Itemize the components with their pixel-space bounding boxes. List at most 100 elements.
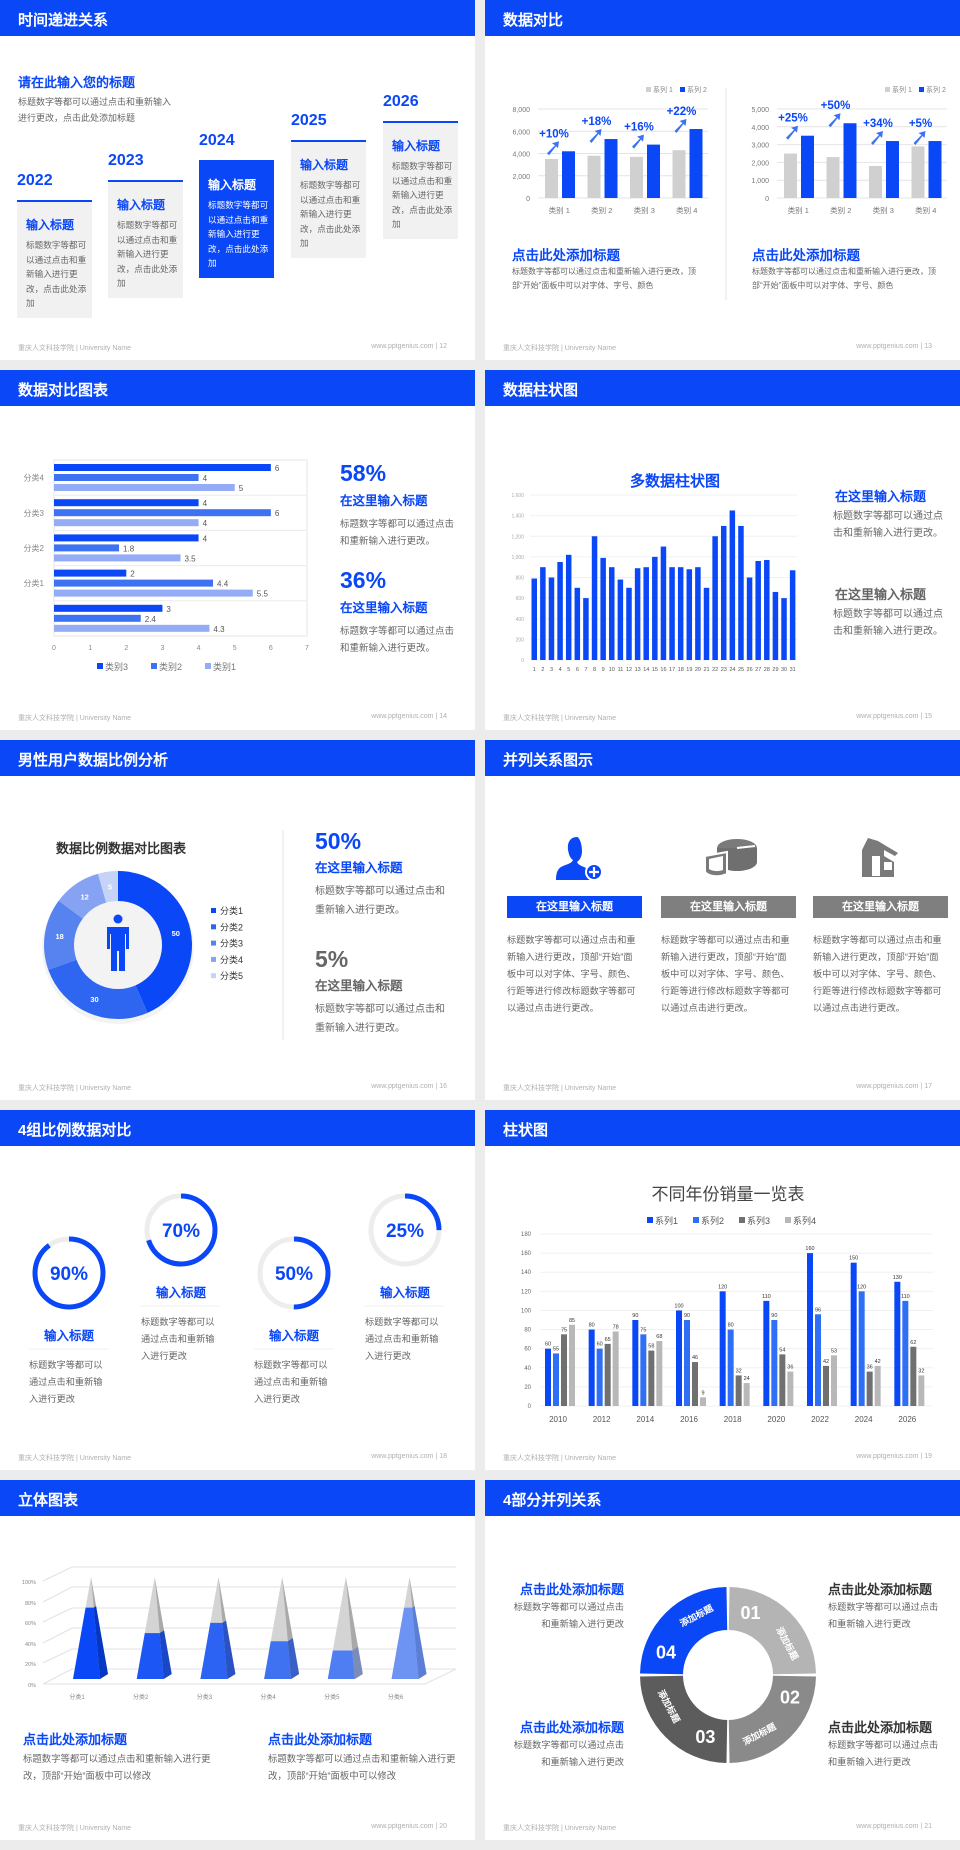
value-label: 65 bbox=[605, 1337, 611, 1343]
growth-label: +18% bbox=[582, 116, 612, 128]
y-tick-label: 1,000 bbox=[751, 178, 769, 185]
x-tick-label: 5 bbox=[567, 667, 570, 673]
value-label: 90 bbox=[684, 1313, 690, 1319]
gridline bbox=[42, 1648, 73, 1664]
x-tick-label: 31 bbox=[790, 667, 796, 673]
bar bbox=[600, 557, 606, 660]
footer-url: www.pptgenius.com bbox=[856, 343, 919, 350]
bar bbox=[743, 1383, 750, 1406]
user-add-icon bbox=[556, 837, 603, 881]
x-tick-label: 14 bbox=[643, 667, 649, 673]
step-card[interactable]: 输入标题 标题数字等都可以通过点击和重新输入进行更改，点击此处添加 bbox=[108, 180, 183, 298]
bar bbox=[720, 525, 727, 660]
x-tick-label: 2022 bbox=[811, 1415, 829, 1424]
legend-swatch bbox=[785, 1217, 791, 1223]
arrow-icon bbox=[913, 131, 926, 146]
y-tick-label: 80 bbox=[524, 1328, 531, 1334]
head bbox=[113, 914, 123, 924]
item-title-button[interactable]: 在这里输入标题 bbox=[661, 896, 796, 918]
value-label: 1.8 bbox=[123, 544, 135, 553]
value-label: 150 bbox=[849, 1256, 858, 1262]
pyramid-value-side bbox=[412, 1606, 427, 1679]
bar bbox=[735, 1375, 742, 1406]
step-title: 输入标题 bbox=[208, 178, 257, 192]
section-heading: 请在此输入您的标题 bbox=[18, 75, 136, 90]
multi-bar-chart: 多数据柱状图 0 200 400 600 800 1,000 1,200 1,400 1,600 1… bbox=[511, 472, 797, 673]
bar bbox=[54, 569, 127, 577]
y-tick-label: 4,000 bbox=[512, 152, 530, 159]
step-text: 标题数字等都可以通过点击和重新输入进行更改，点击此处添加 bbox=[300, 180, 361, 248]
footer-url: www.pptgenius.com bbox=[856, 1083, 919, 1090]
pyramid-value-side bbox=[222, 1620, 236, 1679]
ring-segment-01 bbox=[728, 1587, 816, 1675]
bar bbox=[656, 1341, 663, 1406]
pyramid-value bbox=[73, 1607, 100, 1679]
value-label: 24 bbox=[744, 1376, 750, 1382]
bar bbox=[652, 556, 658, 660]
bar bbox=[787, 1371, 794, 1406]
x-tick-label: 2020 bbox=[767, 1415, 785, 1424]
y-tick-label: 20 bbox=[524, 1385, 531, 1391]
item-title-button[interactable]: 在这里输入标题 bbox=[813, 896, 948, 918]
value-label: 4 bbox=[203, 499, 208, 508]
arrow-icon bbox=[632, 134, 644, 149]
block-heading: 点击此处添加标题 bbox=[268, 1732, 373, 1747]
bar bbox=[561, 1334, 567, 1406]
bar bbox=[643, 567, 649, 660]
bar bbox=[831, 1355, 837, 1406]
segment-number: 03 bbox=[695, 1727, 715, 1747]
step-card[interactable]: 输入标题 标题数字等都可以通过点击和重新输入进行更改，点击此处添加 bbox=[291, 140, 366, 258]
x-tick-label: 2026 bbox=[898, 1415, 916, 1424]
slide-header: 柱状图 bbox=[485, 1110, 960, 1146]
legend-swatch bbox=[885, 87, 890, 92]
step-card[interactable]: 输入标题 标题数字等都可以通过点击和重新输入进行更改，点击此处添加 bbox=[383, 121, 458, 239]
bar bbox=[727, 1329, 734, 1406]
stat-value: 58% bbox=[340, 460, 387, 486]
legend-swatch bbox=[211, 940, 216, 946]
legend-label: 系列2 bbox=[701, 1215, 724, 1226]
block-heading: 在这里输入标题 bbox=[835, 489, 927, 504]
slide-title: 4组比例数据对比 bbox=[18, 1122, 132, 1139]
legend-swatch bbox=[151, 663, 157, 669]
bar bbox=[553, 1353, 559, 1406]
x-tick-label: 9 bbox=[602, 667, 605, 673]
block-text: 标题数字等都可以通过点击和重新输入进行更改，顶部“开始”面板中可以对字体、字号、… bbox=[752, 267, 936, 290]
category-label: 分类1 bbox=[24, 578, 45, 588]
slide-title: 并列关系图示 bbox=[503, 752, 594, 769]
bar bbox=[703, 587, 710, 660]
category-label: 分类2 bbox=[24, 543, 45, 553]
bar bbox=[843, 123, 857, 198]
bar bbox=[719, 1291, 726, 1406]
page-number: 19 bbox=[924, 1453, 932, 1460]
ring-segment-02 bbox=[728, 1675, 816, 1763]
item-title-button[interactable]: 在这里输入标题 bbox=[507, 896, 642, 918]
bar bbox=[626, 587, 632, 660]
gauge-text: 标题数字等都可以通过点击和重新输入进行更改 bbox=[29, 1360, 103, 1404]
segment-number: 02 bbox=[780, 1688, 800, 1708]
x-tick-label: 28 bbox=[764, 667, 770, 673]
stat-value: 50% bbox=[315, 828, 362, 854]
step-text: 标题数字等都可以通过点击和重新输入进行更改，点击此处添加 bbox=[26, 240, 87, 308]
x-tick-label: 1 bbox=[88, 645, 92, 652]
legend-label: 系列1 bbox=[655, 1215, 678, 1226]
block-heading: 点击此处添加标题 bbox=[828, 1720, 933, 1735]
legend-label: 类别3 bbox=[105, 661, 128, 672]
step-card[interactable]: 输入标题 标题数字等都可以通过点击和重新输入进行更改，点击此处添加 bbox=[17, 200, 92, 318]
slide-timeline: 时间递进关系 请在此输入您的标题 标题数字等都可以通过点击和重新输入进行更改，点… bbox=[0, 0, 475, 360]
value-label: 3.5 bbox=[185, 554, 197, 563]
y-tick-label: 1,000 bbox=[511, 555, 524, 561]
stat-heading: 在这里输入标题 bbox=[340, 601, 428, 615]
bar bbox=[660, 546, 667, 660]
footer-url: www.pptgenius.com bbox=[856, 1823, 919, 1830]
block-heading: 点击此处添加标题 bbox=[519, 1720, 624, 1735]
x-tick-label: 2024 bbox=[855, 1415, 873, 1424]
gauge-heading: 输入标题 bbox=[379, 1286, 430, 1300]
value-label: 4 bbox=[203, 474, 208, 483]
slide-title: 数据对比 bbox=[503, 12, 564, 29]
step-card[interactable]: 输入标题 标题数字等都可以通过点击和重新输入进行更改，点击此处添加 bbox=[199, 160, 274, 278]
slide-header: 4组比例数据对比 bbox=[0, 1110, 475, 1146]
bar bbox=[591, 536, 598, 660]
x-tick-label: 类别 2 bbox=[591, 205, 612, 215]
value-label: 120 bbox=[857, 1284, 866, 1290]
